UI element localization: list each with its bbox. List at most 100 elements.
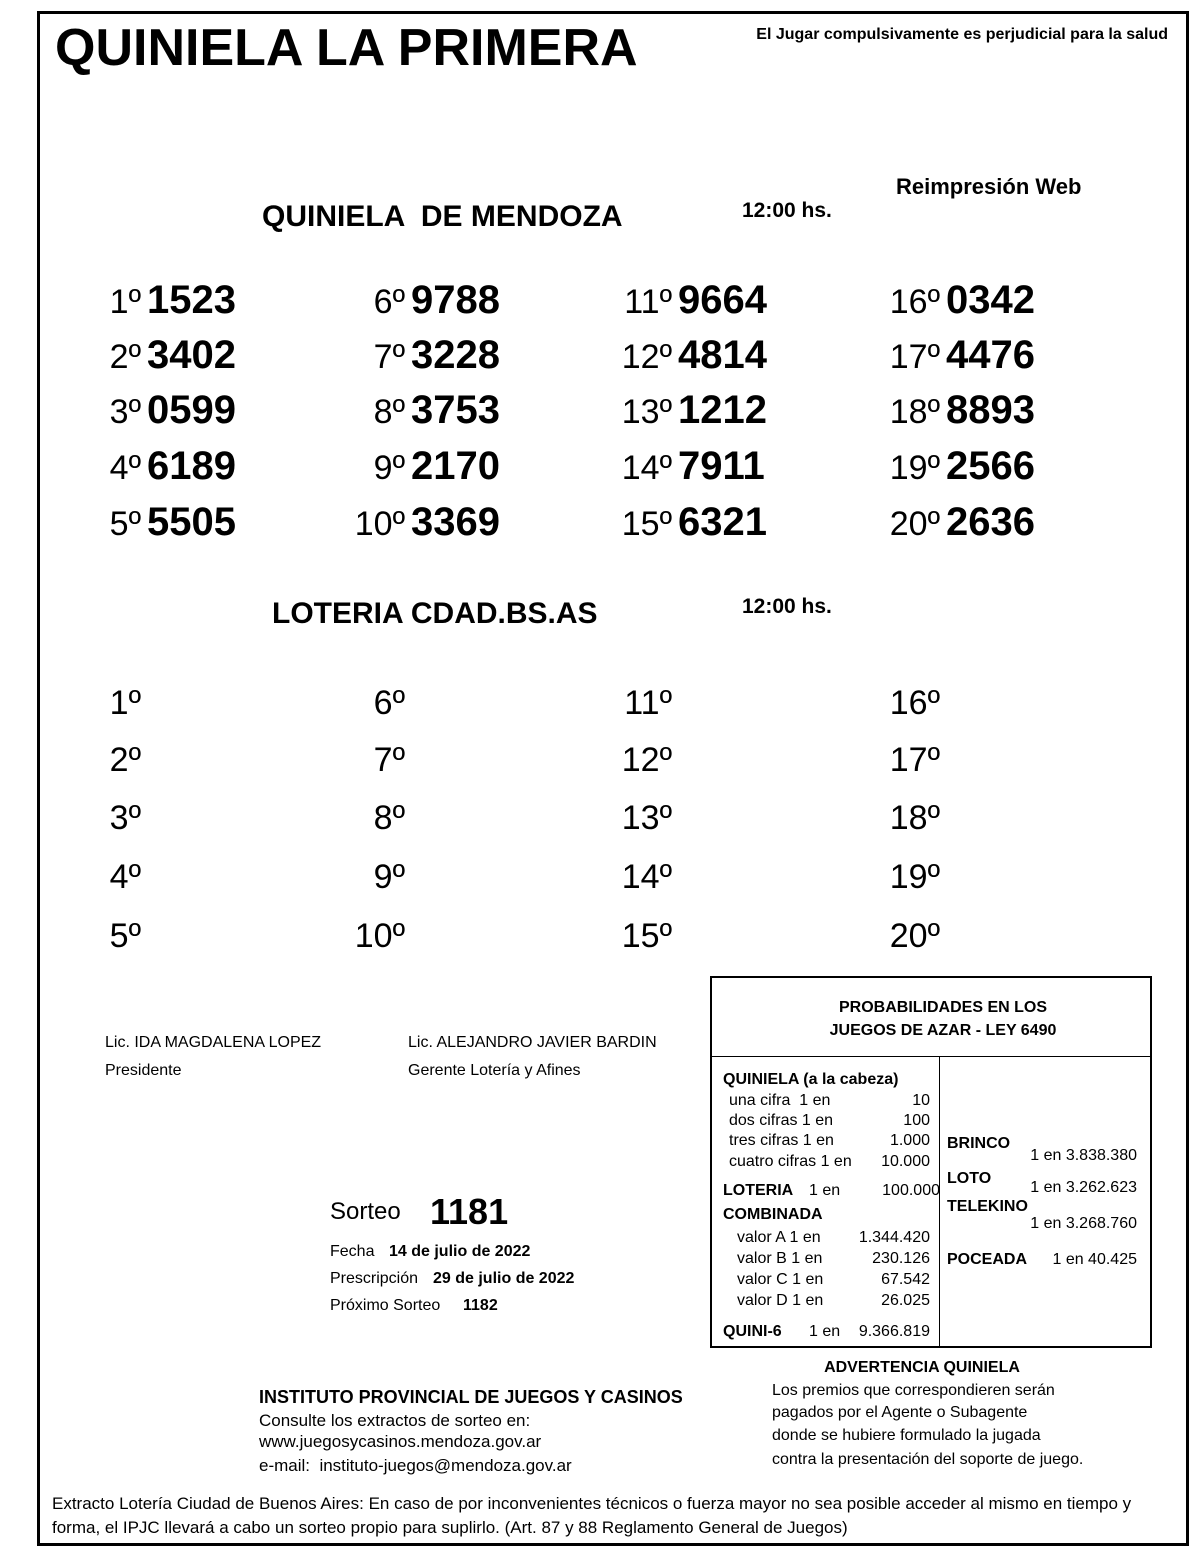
notice-text: Los premios que correspondieren serán: [772, 1382, 1055, 1399]
position: 10º: [354, 917, 405, 955]
odds-label: valor A 1 en: [737, 1229, 821, 1246]
position: 7º: [373, 338, 405, 376]
position: 20º: [889, 505, 940, 543]
odds-label: valor C 1 en: [737, 1271, 824, 1288]
section-title: QUINIELA DE MENDOZA: [262, 200, 623, 233]
position: 2º: [109, 741, 141, 779]
section-title: LOTERIA CDAD.BS.AS: [272, 597, 598, 630]
position: 11º: [624, 684, 672, 722]
winning-number: 6321: [678, 500, 767, 544]
position: 4º: [109, 858, 141, 896]
draw-time: 12:00 hs.: [742, 594, 832, 618]
game-name: TELEKINO: [947, 1198, 1028, 1215]
winning-number: 3228: [411, 333, 500, 377]
odds-value: 1.000: [889, 1132, 930, 1149]
odds-value: 26.025: [881, 1292, 930, 1309]
position: 7º: [373, 741, 405, 779]
winning-number: 4476: [946, 333, 1035, 377]
game-name: LOTERIA: [723, 1182, 794, 1199]
winning-number: 9788: [411, 278, 500, 322]
position: 17º: [889, 741, 940, 779]
odds-label: cuatro cifras 1 en: [729, 1153, 852, 1170]
date: 14 de julio de 2022: [389, 1243, 531, 1260]
odds-value: 1 en 3.262.623: [1030, 1179, 1137, 1196]
position: 18º: [889, 393, 940, 431]
footer-note: Extracto Lotería Ciudad de Buenos Aires:…: [52, 1493, 1132, 1513]
winning-number: 4814: [678, 333, 767, 377]
page-border: [37, 11, 1189, 1546]
health-warning: El Jugar compulsivamente es perjudicial …: [756, 26, 1168, 43]
institute-info: e-mail: instituto-juegos@mendoza.gov.ar: [259, 1455, 572, 1475]
position: 11º: [624, 283, 672, 321]
position: 19º: [889, 858, 940, 896]
position: 16º: [889, 684, 940, 722]
position: 6º: [373, 684, 405, 722]
box-title: PROBABILIDADES EN LOS: [838, 999, 1048, 1016]
odds-value: 100.000: [882, 1182, 940, 1199]
signatory-role: Gerente Lotería y Afines: [408, 1062, 581, 1079]
notice-text: pagados por el Agente o Subagente: [772, 1404, 1028, 1421]
odds-value: 10: [912, 1092, 930, 1109]
position: 19º: [889, 449, 940, 487]
title: QUINIELA LA PRIMERA: [55, 19, 638, 77]
odds-label: una cifra 1 en: [729, 1092, 831, 1109]
winning-number: 9664: [678, 278, 767, 322]
winning-number: 2636: [946, 500, 1035, 544]
next-draw-number: 1182: [463, 1297, 498, 1314]
position: 3º: [109, 393, 141, 431]
institute-name: INSTITUTO PROVINCIAL DE JUEGOS Y CASINOS: [259, 1387, 683, 1407]
position: 4º: [109, 449, 141, 487]
odds-value: 230.126: [872, 1250, 930, 1267]
signatory-role: Presidente: [105, 1062, 182, 1079]
position: 2º: [109, 338, 141, 376]
game-name: COMBINADA: [723, 1206, 823, 1223]
position: 15º: [621, 917, 672, 955]
odds-label: dos cifras 1 en: [729, 1112, 834, 1129]
winning-number: 6189: [147, 444, 236, 488]
position: 5º: [109, 917, 141, 955]
position: 6º: [373, 283, 405, 321]
odds-value: 10.000: [881, 1153, 930, 1170]
winning-number: 2566: [946, 444, 1035, 488]
position: 9º: [373, 449, 405, 487]
notice-text: donde se hubiere formulado la jugada: [772, 1427, 1041, 1444]
position: 12º: [621, 741, 672, 779]
institute-info: www.juegosycasinos.mendoza.gov.ar: [259, 1431, 542, 1451]
winning-number: 1212: [678, 388, 767, 432]
notice-text: contra la presentación del soporte de ju…: [772, 1451, 1084, 1468]
position: 1º: [109, 684, 141, 722]
signatory-name: Lic. IDA MAGDALENA LOPEZ: [105, 1034, 322, 1051]
draw-time: 12:00 hs.: [742, 198, 832, 222]
position: 16º: [889, 283, 940, 321]
probabilities-box: [710, 976, 1152, 1348]
odds-value: 9.366.819: [858, 1323, 930, 1340]
date-label: Fecha: [330, 1243, 375, 1260]
winning-number: 2170: [411, 444, 500, 488]
odds-label: tres cifras 1 en: [729, 1132, 834, 1149]
position: 8º: [373, 799, 405, 837]
position: 12º: [621, 338, 672, 376]
position: 13º: [621, 393, 672, 431]
position: 3º: [109, 799, 141, 837]
winning-number: 3369: [411, 500, 500, 544]
position: 20º: [889, 917, 940, 955]
position: 15º: [621, 505, 672, 543]
footer-note: forma, el IPJC llevará a cabo un sorteo …: [52, 1517, 848, 1537]
winning-number: 8893: [946, 388, 1035, 432]
box-title: JUEGOS DE AZAR - LEY 6490: [829, 1022, 1057, 1039]
game-name: POCEADA: [947, 1251, 1028, 1268]
position: 14º: [621, 449, 672, 487]
game-name: LOTO: [947, 1170, 992, 1187]
position: 9º: [373, 858, 405, 896]
position: 17º: [889, 338, 940, 376]
position: 18º: [889, 799, 940, 837]
position: 13º: [621, 799, 672, 837]
institute-info: Consulte los extractos de sorteo en:: [259, 1410, 531, 1430]
odds-label: valor B 1 en: [737, 1250, 823, 1267]
odds-label: valor D 1 en: [737, 1292, 824, 1309]
winning-number: 0599: [147, 388, 236, 432]
next-draw-label: Próximo Sorteo: [330, 1297, 441, 1314]
prescription-date: 29 de julio de 2022: [433, 1270, 575, 1287]
odds-value: 1.344.420: [858, 1229, 930, 1246]
position: 10º: [354, 505, 405, 543]
